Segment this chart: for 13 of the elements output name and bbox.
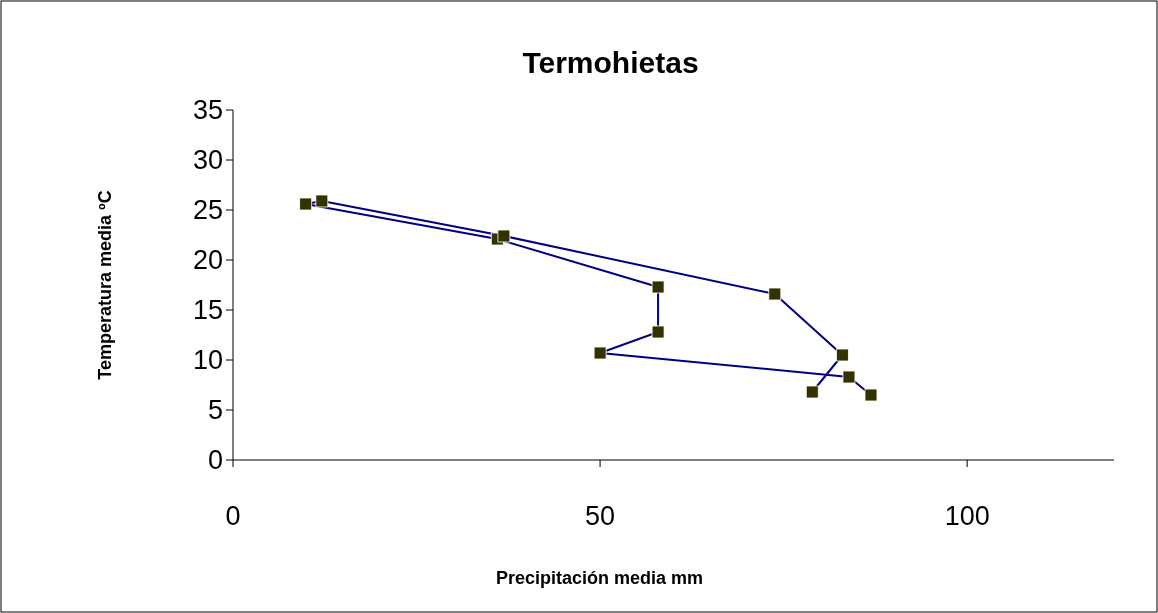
x-tick-label: 100 — [944, 501, 990, 531]
x-tick-label: 50 — [585, 501, 616, 531]
y-tick-label: 35 — [192, 95, 223, 126]
y-tick-label: 10 — [192, 345, 223, 376]
x-axis-title: Precipitación media mm — [495, 568, 704, 588]
y-tick-label: 5 — [207, 395, 223, 426]
y-tick-label: 0 — [207, 445, 223, 476]
y-tick-label: 30 — [192, 145, 223, 176]
y-tick-label: 25 — [192, 195, 223, 226]
y-tick-label: 15 — [192, 295, 223, 326]
y-tick-label: 20 — [192, 245, 223, 276]
y-axis-title: Temperatura media ºC — [95, 190, 115, 380]
chart-title: Termohietas — [522, 46, 699, 79]
